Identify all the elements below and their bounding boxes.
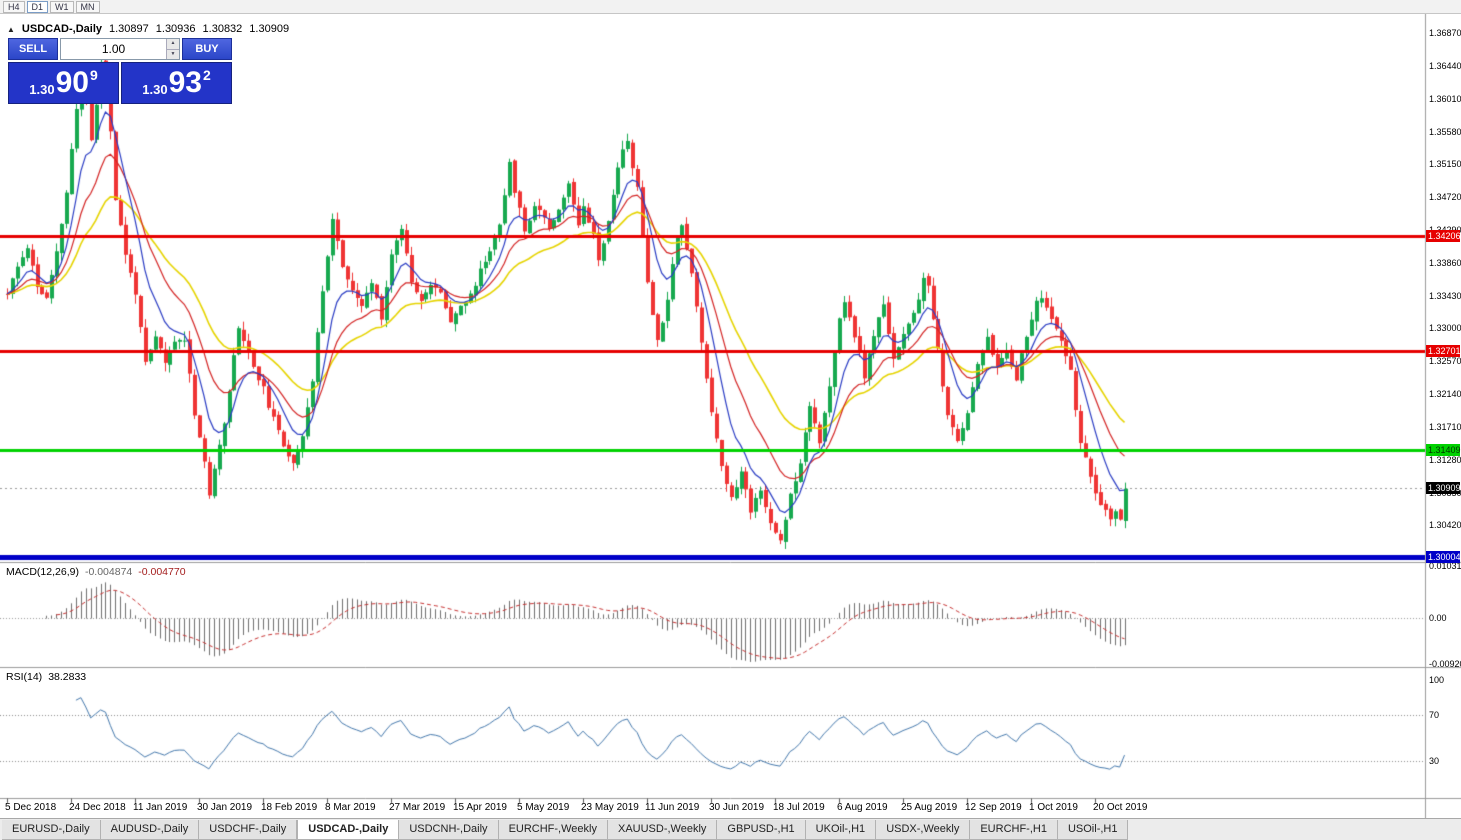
volume-decrease-button[interactable]: ▼	[167, 49, 179, 59]
chart-ohlc-header: ▲ USDCAD-,Daily 1.30897 1.30936 1.30832 …	[7, 23, 289, 35]
price-axis-label: 1.32140	[1429, 389, 1461, 400]
chart-window: ▲ USDCAD-,Daily 1.30897 1.30936 1.30832 …	[0, 14, 1461, 818]
buy-price-pips: 93	[168, 66, 202, 99]
timeframe-button-h4[interactable]: H4	[3, 0, 25, 13]
rsi-axis-label: 30	[1429, 756, 1440, 767]
time-axis-label: 15 Apr 2019	[453, 802, 507, 813]
ohlc-high: 1.30936	[155, 23, 196, 35]
volume-box: ▲ ▼	[60, 38, 180, 60]
buy-price-prefix: 1.30	[142, 82, 168, 97]
sell-price-point: 9	[89, 67, 98, 83]
price-axis-label: 1.31280	[1429, 454, 1461, 465]
ohlc-open: 1.30897	[109, 23, 149, 35]
ohlc-low: 1.30832	[202, 23, 243, 35]
time-axis-label: 30 Jun 2019	[709, 802, 765, 813]
chart-tab-bar: EURUSD-,Daily AUDUSD-,Daily USDCHF-,Daily U…	[0, 818, 1461, 840]
volume-input[interactable]	[61, 39, 166, 59]
chart-tab-eurchf-h1[interactable]: EURCHF-,H1	[970, 820, 1058, 840]
timeframe-toolbar: H4 D1 W1 MN	[0, 0, 1461, 14]
time-axis-label: 1 Oct 2019	[1029, 802, 1078, 813]
price-axis-label: 1.34720	[1429, 192, 1461, 203]
volume-increase-button[interactable]: ▲	[167, 39, 179, 50]
buy-price-point: 2	[202, 67, 211, 83]
price-axis-label: 1.36010	[1429, 93, 1461, 104]
time-axis-label: 18 Feb 2019	[261, 802, 318, 813]
time-axis-label: 8 Mar 2019	[325, 802, 376, 813]
price-axis-label: 1.33000	[1429, 323, 1461, 334]
price-level-tag: 1.34206	[1426, 230, 1461, 243]
time-axis-label: 20 Oct 2019	[1093, 802, 1148, 813]
chart-tab-usoil-h1[interactable]: USOil-,H1	[1057, 820, 1129, 840]
price-level-tag: 1.32701	[1426, 345, 1461, 358]
chart-tab-eurusd-daily[interactable]: EURUSD-,Daily	[2, 820, 101, 840]
price-axis-label: 1.30420	[1429, 520, 1461, 531]
price-chart-canvas[interactable]	[0, 14, 1461, 818]
time-axis-label: 30 Jan 2019	[197, 802, 253, 813]
chart-tab-usdcad-daily[interactable]: USDCAD-,Daily	[297, 820, 400, 840]
price-axis-label: 1.35580	[1429, 126, 1461, 137]
rsi-label: RSI(14)	[6, 671, 43, 683]
chart-tab-usdchf-daily[interactable]: USDCHF-,Daily	[199, 820, 298, 840]
timeframe-button-w1[interactable]: W1	[50, 0, 74, 13]
rsi-indicator-header: RSI(14) 38.2833	[6, 671, 86, 683]
buy-button[interactable]: BUY	[182, 38, 232, 60]
macd-label: MACD(12,26,9)	[6, 566, 79, 578]
chart-tab-xauusd-weekly[interactable]: XAUUSD-,Weekly	[607, 820, 718, 840]
time-axis-label: 11 Jun 2019	[645, 802, 700, 813]
chart-symbol-title: USDCAD-,Daily	[21, 23, 102, 35]
time-axis-label: 25 Aug 2019	[901, 802, 958, 813]
price-level-tag: 1.31409	[1426, 443, 1461, 456]
time-axis-label: 5 May 2019	[517, 802, 570, 813]
buy-price-button[interactable]: 1.30 93 2	[121, 62, 232, 104]
chart-tab-audusd-daily[interactable]: AUDUSD-,Daily	[100, 820, 200, 840]
chart-tab-usdcnh-daily[interactable]: USDCNH-,Daily	[399, 820, 499, 840]
oneclick-collapse-icon[interactable]: ▲	[7, 24, 15, 34]
sell-button[interactable]: SELL	[8, 38, 58, 60]
volume-spinner: ▲ ▼	[166, 39, 179, 59]
time-axis-label: 6 Aug 2019	[837, 802, 888, 813]
macd-axis-label: 0.010311	[1429, 561, 1461, 571]
time-axis-label: 24 Dec 2018	[69, 802, 126, 813]
macd-signal-value: -0.004770	[138, 566, 186, 578]
time-axis-label: 18 Jul 2019	[773, 802, 825, 813]
rsi-value: 38.2833	[48, 671, 87, 683]
price-axis-label: 1.36440	[1429, 60, 1461, 71]
timeframe-button-d1[interactable]: D1	[26, 0, 49, 13]
macd-main-value: -0.004874	[84, 566, 133, 578]
price-level-tag: 1.30004	[1426, 551, 1461, 564]
chart-tab-eurchf-weekly[interactable]: EURCHF-,Weekly	[498, 820, 608, 840]
price-axis-label: 1.32570	[1429, 356, 1461, 367]
sell-price-prefix: 1.30	[29, 82, 55, 97]
current-price-tag: 1.30909	[1426, 482, 1461, 495]
sell-price-button[interactable]: 1.30 90 9	[8, 62, 119, 104]
price-axis-label: 1.35150	[1429, 159, 1461, 170]
price-axis-label: 1.33860	[1429, 257, 1461, 268]
rsi-axis-label: 100	[1429, 675, 1445, 685]
macd-axis-label: -0.009203	[1429, 659, 1461, 669]
time-axis-label: 5 Dec 2018	[5, 802, 57, 813]
timeframe-button-mn[interactable]: MN	[75, 0, 100, 13]
time-axis-label: 23 May 2019	[581, 802, 639, 813]
rsi-axis-label: 70	[1429, 709, 1440, 720]
price-axis-label: 1.31710	[1429, 421, 1461, 432]
chart-tab-ukoil-h1[interactable]: UKOil-,H1	[805, 820, 877, 840]
one-click-trading-panel: SELL ▲ ▼ BUY 1.30 90 9 1.30 93 2	[8, 38, 232, 104]
chart-tab-usdx-weekly[interactable]: USDX-,Weekly	[876, 820, 971, 840]
time-axis-label: 12 Sep 2019	[965, 802, 1022, 813]
sell-price-pips: 90	[55, 66, 89, 99]
price-axis-label: 1.33430	[1429, 290, 1461, 301]
ohlc-close: 1.30909	[249, 23, 290, 35]
time-axis-label: 27 Mar 2019	[389, 802, 446, 813]
macd-axis-label: 0.00	[1429, 612, 1447, 623]
price-axis-label: 1.34290	[1429, 225, 1461, 235]
chart-tab-gbpusd-h1[interactable]: GBPUSD-,H1	[717, 820, 806, 840]
price-axis-label: 1.36870	[1429, 28, 1461, 39]
macd-indicator-header: MACD(12,26,9) -0.004874 -0.004770	[6, 566, 186, 578]
time-axis-label: 11 Jan 2019	[133, 802, 188, 813]
